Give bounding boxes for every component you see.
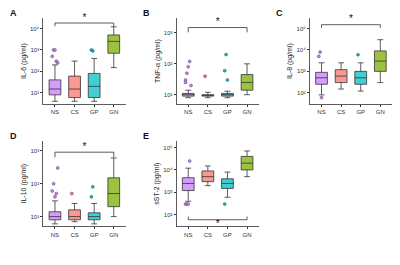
svg-text:GN: GN <box>109 109 118 115</box>
svg-text:A: A <box>10 8 17 18</box>
svg-text:10²: 10² <box>31 68 40 74</box>
svg-text:NS: NS <box>184 232 192 238</box>
svg-text:10¹: 10¹ <box>31 214 40 220</box>
svg-text:IL-8 (pg/ml): IL-8 (pg/ml) <box>286 43 294 79</box>
svg-text:*: * <box>82 12 86 23</box>
svg-text:CS: CS <box>70 232 78 238</box>
svg-text:10⁵: 10⁵ <box>163 145 173 151</box>
svg-text:10¹: 10¹ <box>164 92 173 98</box>
svg-text:10³: 10³ <box>297 68 306 74</box>
svg-text:GP: GP <box>90 109 99 115</box>
svg-text:10⁴: 10⁴ <box>296 47 306 53</box>
svg-text:10⁵: 10⁵ <box>297 26 307 32</box>
svg-text:B: B <box>143 8 150 18</box>
svg-text:GN: GN <box>243 232 252 238</box>
svg-text:NS: NS <box>51 232 59 238</box>
svg-text:GN: GN <box>109 232 118 238</box>
svg-text:10²: 10² <box>164 61 173 67</box>
svg-text:10³: 10³ <box>31 47 40 53</box>
svg-text:CS: CS <box>337 109 345 115</box>
svg-text:GP: GP <box>223 109 232 115</box>
svg-text:10³: 10³ <box>164 30 173 36</box>
svg-text:GN: GN <box>376 109 385 115</box>
svg-text:TNF-α (pg/ml): TNF-α (pg/ml) <box>154 39 162 83</box>
svg-text:*: * <box>216 16 220 27</box>
svg-text:10²: 10² <box>164 212 173 218</box>
svg-text:NS: NS <box>184 109 192 115</box>
svg-text:10³: 10³ <box>164 189 173 195</box>
svg-text:*: * <box>349 13 353 24</box>
svg-text:*: * <box>82 141 86 152</box>
svg-text:10²: 10² <box>297 90 306 96</box>
svg-text:GP: GP <box>356 109 365 115</box>
svg-text:10¹: 10¹ <box>31 90 40 96</box>
svg-text:GN: GN <box>243 109 252 115</box>
svg-text:GP: GP <box>223 232 232 238</box>
svg-text:CS: CS <box>204 109 212 115</box>
svg-text:E: E <box>143 131 149 141</box>
svg-text:10³: 10³ <box>31 148 40 154</box>
svg-text:D: D <box>10 131 17 141</box>
svg-text:CS: CS <box>70 109 78 115</box>
svg-text:NS: NS <box>51 109 59 115</box>
svg-text:*: * <box>216 218 220 229</box>
svg-text:GP: GP <box>90 232 99 238</box>
svg-text:NS: NS <box>317 109 325 115</box>
svg-text:10⁴: 10⁴ <box>30 26 40 32</box>
svg-text:sST-2 (pg/ml): sST-2 (pg/ml) <box>153 163 161 205</box>
svg-text:CS: CS <box>204 232 212 238</box>
svg-text:10²: 10² <box>31 181 40 187</box>
svg-text:C: C <box>276 8 283 18</box>
svg-text:IL-10 (pg/ml): IL-10 (pg/ml) <box>20 164 28 204</box>
svg-text:IL-6 (pg/ml): IL-6 (pg/ml) <box>20 43 28 79</box>
svg-text:10⁴: 10⁴ <box>163 167 173 173</box>
